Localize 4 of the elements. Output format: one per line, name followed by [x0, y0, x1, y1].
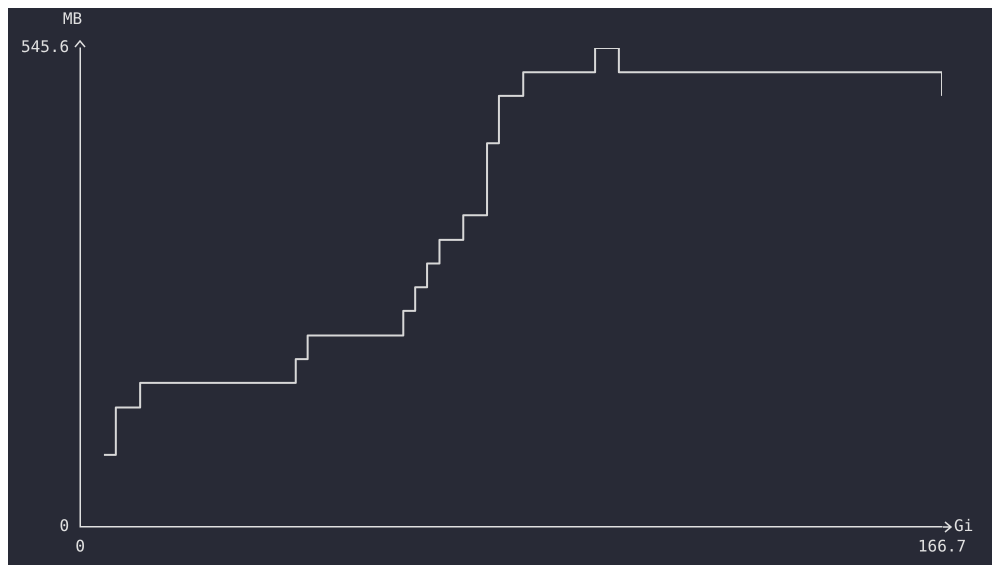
y-tick-label: 545.6 [20, 37, 70, 56]
x-axis-title: Gi [954, 516, 974, 535]
y-axis-title: MB [62, 9, 82, 28]
x-tick-label: 166.7 [918, 536, 966, 556]
